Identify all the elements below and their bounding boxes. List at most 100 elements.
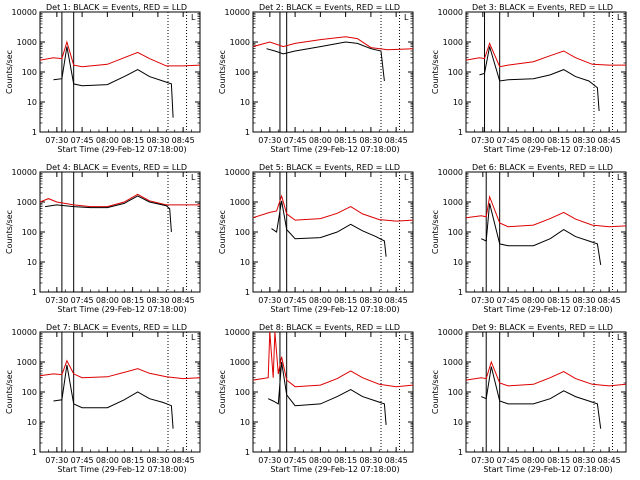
x-tick-label: 08:00: [309, 296, 332, 305]
x-tick-label: 08:45: [385, 136, 408, 145]
y-axis-label: Counts/sec: [218, 210, 227, 254]
x-tick-label: 08:00: [96, 296, 119, 305]
x-tick-label: 08:30: [146, 296, 169, 305]
detector-panel-5: Det 5: BLACK = Events, RED = LLD L 1 10 100 1…: [218, 163, 414, 314]
x-axis-label: Start Time (29-Feb-12 07:18:00): [483, 305, 612, 314]
y-tick-label: 1: [32, 128, 37, 137]
series-line-lld: [466, 194, 626, 228]
y-tick-label: 10000: [438, 328, 463, 337]
series-line-events: [53, 364, 174, 429]
y-tick-label: 100: [448, 228, 463, 237]
y-tick-label: 1000: [17, 358, 37, 367]
detector-panel-8: Det 8: BLACK = Events, RED = LLD L 1 10 100 1…: [218, 323, 414, 474]
x-axis-label: Start Time (29-Feb-12 07:18:00): [57, 145, 186, 154]
y-tick-label: 10: [27, 418, 37, 427]
x-axis-label: Start Time (29-Feb-12 07:18:00): [57, 465, 186, 474]
detector-panel-1: Det 1: BLACK = Events, RED = LLD L 1 10 100 1…: [5, 3, 201, 154]
panel-title: Det 1: BLACK = Events, RED = LLD: [46, 3, 187, 12]
x-tick-label: 08:45: [385, 296, 408, 305]
y-tick-label: 10000: [438, 8, 463, 17]
corner-label: L: [617, 13, 622, 22]
y-tick-label: 1000: [443, 198, 463, 207]
plot-frame: [465, 11, 627, 133]
panel-title: Det 7: BLACK = Events, RED = LLD: [46, 323, 187, 332]
y-tick-label: 100: [235, 228, 250, 237]
x-axis-label: Start Time (29-Feb-12 07:18:00): [270, 465, 399, 474]
y-tick-label: 10: [453, 258, 463, 267]
y-tick-label: 100: [22, 388, 37, 397]
series-line-events: [45, 195, 172, 233]
plot-area: [466, 172, 626, 292]
series-line-lld: [253, 36, 413, 51]
x-tick-label: 08:15: [121, 296, 144, 305]
y-tick-label: 10: [27, 258, 37, 267]
corner-label: L: [191, 333, 196, 342]
y-tick-label: 10000: [12, 168, 37, 177]
x-tick-label: 08:45: [172, 296, 195, 305]
x-tick-label: 07:30: [471, 456, 494, 465]
y-tick-label: 10000: [12, 8, 37, 17]
x-axis-label: Start Time (29-Feb-12 07:18:00): [270, 145, 399, 154]
corner-label: L: [404, 13, 409, 22]
y-axis-label: Counts/sec: [431, 50, 440, 94]
x-axis-label: Start Time (29-Feb-12 07:18:00): [57, 305, 186, 314]
x-tick-label: 08:45: [598, 296, 621, 305]
y-tick-label: 100: [235, 68, 250, 77]
y-tick-label: 10: [240, 418, 250, 427]
y-tick-label: 10000: [225, 328, 250, 337]
plot-area: [466, 12, 626, 132]
x-tick-label: 07:45: [71, 136, 94, 145]
y-tick-label: 100: [448, 68, 463, 77]
x-tick-label: 08:00: [309, 136, 332, 145]
x-tick-label: 08:00: [96, 456, 119, 465]
detector-panel-6: Det 6: BLACK = Events, RED = LLD L 1 10 100 1…: [431, 163, 627, 314]
y-tick-label: 10: [240, 258, 250, 267]
y-tick-label: 1000: [17, 38, 37, 47]
y-tick-label: 10000: [12, 328, 37, 337]
x-tick-label: 08:45: [385, 456, 408, 465]
series-line-lld: [40, 193, 200, 208]
x-tick-label: 08:00: [522, 456, 545, 465]
y-tick-label: 100: [22, 228, 37, 237]
y-tick-label: 10: [240, 98, 250, 107]
plot-frame: [252, 11, 414, 133]
series-line-events: [267, 361, 387, 425]
series-line-lld: [253, 332, 413, 388]
series-line-events: [480, 203, 602, 265]
series-line-events: [53, 46, 174, 118]
y-axis-label: Counts/sec: [5, 370, 14, 414]
y-tick-label: 100: [448, 388, 463, 397]
series-line-lld: [253, 194, 413, 222]
x-tick-label: 08:45: [598, 456, 621, 465]
panel-title: Det 2: BLACK = Events, RED = LLD: [259, 3, 400, 12]
panel-title: Det 4: BLACK = Events, RED = LLD: [46, 163, 187, 172]
corner-label: L: [191, 13, 196, 22]
x-tick-label: 07:30: [258, 296, 281, 305]
series-line-events: [271, 200, 387, 257]
series-line-lld: [40, 359, 200, 380]
y-tick-label: 1: [245, 288, 250, 297]
x-tick-label: 08:15: [334, 136, 357, 145]
plot-frame: [39, 11, 201, 133]
series-line-lld: [466, 42, 626, 68]
y-tick-label: 1000: [230, 198, 250, 207]
x-tick-label: 07:45: [284, 136, 307, 145]
y-tick-label: 1000: [17, 198, 37, 207]
plot-area: [40, 12, 200, 132]
y-tick-label: 1: [458, 288, 463, 297]
y-tick-label: 1000: [230, 38, 250, 47]
x-axis-label: Start Time (29-Feb-12 07:18:00): [483, 145, 612, 154]
x-tick-label: 07:45: [497, 296, 520, 305]
x-tick-label: 08:15: [334, 296, 357, 305]
x-tick-label: 07:30: [258, 136, 281, 145]
y-tick-label: 1: [458, 128, 463, 137]
x-tick-label: 08:00: [522, 296, 545, 305]
y-tick-label: 1000: [230, 358, 250, 367]
y-axis-label: Counts/sec: [218, 370, 227, 414]
corner-label: L: [404, 333, 409, 342]
y-tick-label: 1: [245, 128, 250, 137]
corner-label: L: [191, 173, 196, 182]
x-tick-label: 08:30: [359, 136, 382, 145]
y-tick-label: 10000: [225, 8, 250, 17]
x-tick-label: 07:45: [497, 456, 520, 465]
